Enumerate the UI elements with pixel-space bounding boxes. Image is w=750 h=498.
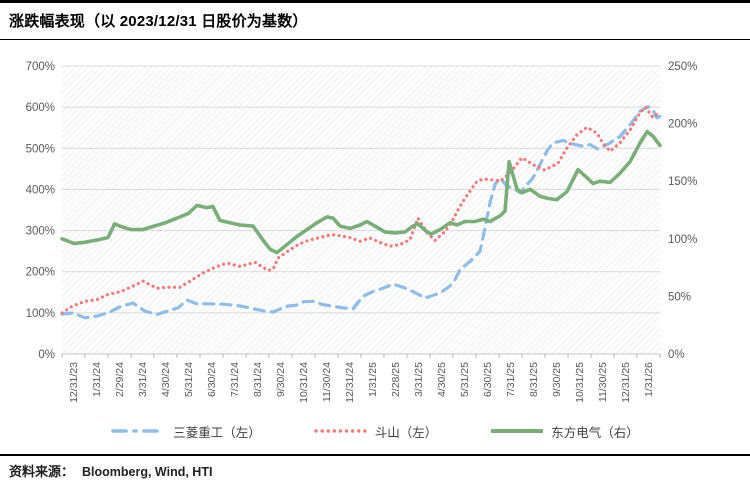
x-axis-label: 12/31/25 <box>620 362 632 403</box>
x-axis-label: 1/31/24 <box>91 362 103 397</box>
legend-item-mitsubishi: 三菱重工（左） <box>111 422 261 441</box>
chart-title: 涨跌幅表现（以 2023/12/31 日股价为基数） <box>9 13 308 30</box>
solid-line-icon <box>491 429 544 433</box>
y-axis-label-left: 600% <box>26 102 55 114</box>
x-axis-label: 2/29/24 <box>114 362 126 397</box>
y-axis-label-right: 100% <box>668 234 697 246</box>
y-axis-label-left: 300% <box>26 226 55 238</box>
legend-item-dongfang: 东方电气（右） <box>489 422 639 441</box>
legend-label: 东方电气（右） <box>551 425 639 440</box>
source-footer: 资料来源： Bloomberg, Wind, HTI <box>0 454 750 480</box>
x-axis-label: 6/30/25 <box>482 362 494 397</box>
x-axis-label: 6/30/24 <box>206 362 218 397</box>
x-axis-label: 3/31/24 <box>137 362 149 397</box>
y-axis-label-left: 700% <box>26 61 55 73</box>
x-axis-label: 4/30/25 <box>436 362 448 397</box>
x-axis-label: 11/30/24 <box>321 362 333 402</box>
series-line-2 <box>60 129 662 255</box>
x-axis-label: 2/28/25 <box>390 362 402 397</box>
y-axis-label-right: 0% <box>668 349 685 361</box>
legend-label: 斗山（左） <box>374 425 438 440</box>
x-axis-label: 5/31/25 <box>459 362 471 397</box>
y-axis-label-left: 100% <box>26 308 55 320</box>
chart-area: 0% 100% 200% 300% 400% 500% 600% 700% 0% 50% 100% 1… <box>0 40 750 432</box>
chart-header: 涨跌幅表现（以 2023/12/31 日股价为基数） <box>0 0 750 40</box>
y-axis-label-left: 400% <box>26 184 55 196</box>
y-axis-label-right: 250% <box>668 61 697 73</box>
chart-legend: 三菱重工（左） 斗山（左） 东方电气（右） <box>0 418 750 444</box>
x-axis-label: 3/31/25 <box>413 362 425 397</box>
legend-label: 三菱重工（左） <box>173 425 261 440</box>
plot-background <box>62 66 660 354</box>
y-axis-label-right: 200% <box>668 119 697 131</box>
x-axis-label: 10/31/24 <box>298 362 310 403</box>
y-axis-label-left: 200% <box>26 267 55 279</box>
x-axis-label: 9/30/25 <box>551 362 563 397</box>
dashed-line-icon <box>111 429 168 433</box>
dotted-line-icon <box>314 429 369 433</box>
x-axis-label: 1/31/25 <box>367 362 379 397</box>
x-axis-label: 7/31/24 <box>229 362 241 397</box>
x-axis-label: 1/31/26 <box>643 362 655 397</box>
x-axis-label: 10/31/25 <box>574 362 586 403</box>
y-axis-label-right: 150% <box>668 176 697 188</box>
x-axis-label: 8/31/24 <box>252 362 264 397</box>
x-axis-label: 8/31/25 <box>528 362 540 397</box>
legend-item-doosan: 斗山（左） <box>313 422 438 441</box>
x-axis-label: 5/31/24 <box>183 362 195 397</box>
x-axis-label: 11/30/25 <box>597 362 609 402</box>
x-axis-label: 12/31/23 <box>68 362 80 403</box>
y-axis-label-left: 500% <box>26 143 55 155</box>
series-line-1 <box>60 105 662 315</box>
x-axis-label: 9/30/24 <box>275 362 287 397</box>
x-axis-label: 12/31/24 <box>344 362 356 403</box>
y-axis-label-right: 50% <box>668 291 691 303</box>
x-axis-label: 7/31/25 <box>505 362 517 397</box>
source-label: 资料来源： <box>9 464 75 479</box>
series-line-0 <box>60 105 662 320</box>
y-axis-label-left: 0% <box>38 349 55 361</box>
price-performance-chart: 0% 100% 200% 300% 400% 500% 600% 700% 0% 50% 100% 1… <box>26 61 698 403</box>
x-axis-label: 4/30/24 <box>160 362 172 397</box>
source-text: Bloomberg, Wind, HTI <box>82 465 213 479</box>
